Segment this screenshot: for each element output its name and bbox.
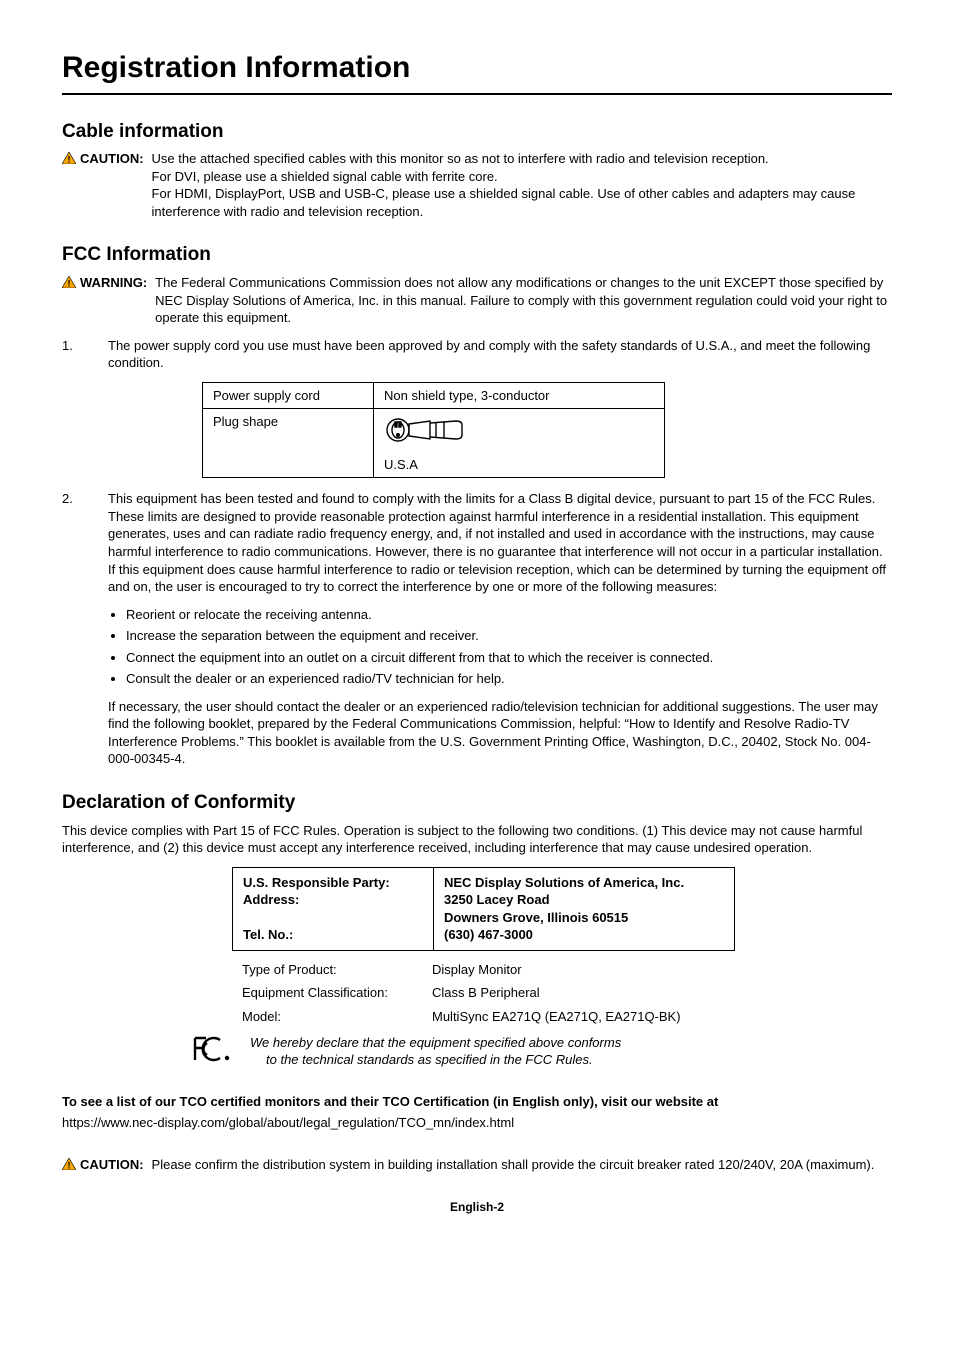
responsible-party-value: NEC Display Solutions of America, Inc. — [444, 874, 724, 892]
table-cell: Power supply cord — [203, 382, 374, 409]
model-value: MultiSync EA271Q (EA271Q, EA271Q-BK) — [432, 1008, 681, 1026]
page-title: Registration Information — [62, 48, 892, 95]
tco-url: https://www.nec-display.com/global/about… — [62, 1114, 892, 1132]
caution-text: Please confirm the distribution system i… — [152, 1156, 892, 1174]
list-number: 1. — [62, 337, 108, 372]
type-of-product-label: Type of Product: — [242, 961, 432, 979]
list-number: 2. — [62, 490, 108, 595]
caution-label: CAUTION: — [80, 150, 144, 168]
caution-text: Use the attached specified cables with t… — [152, 150, 892, 220]
tel-label: Tel. No.: — [243, 926, 423, 944]
table-cell: Non shield type, 3-conductor — [374, 382, 665, 409]
power-cord-table: Power supply cord Non shield type, 3-con… — [202, 382, 665, 479]
type-of-product-value: Display Monitor — [432, 961, 522, 979]
list-item: Connect the equipment into an outlet on … — [126, 649, 892, 667]
fcc-item1-text: The power supply cord you use must have … — [108, 337, 892, 372]
warning-icon: ! — [62, 151, 76, 169]
model-label: Model: — [242, 1008, 432, 1026]
warning-icon: ! — [62, 275, 76, 293]
product-info-block: Type of Product: Display Monitor Equipme… — [242, 961, 892, 1026]
circuit-breaker-caution: ! CAUTION: Please confirm the distributi… — [62, 1156, 892, 1174]
fcc-warning-block: ! WARNING: The Federal Communications Co… — [62, 274, 892, 327]
fcc-numbered-list-2: 2. This equipment has been tested and fo… — [62, 490, 892, 595]
list-item: Reorient or relocate the receiving anten… — [126, 606, 892, 624]
warning-icon: ! — [62, 1157, 76, 1175]
list-item: Increase the separation between the equi… — [126, 627, 892, 645]
warning-text: The Federal Communications Commission do… — [155, 274, 892, 327]
conformity-intro: This device complies with Part 15 of FCC… — [62, 822, 892, 857]
plug-icon — [384, 435, 464, 450]
conformity-table: U.S. Responsible Party: Address: Tel. No… — [232, 867, 735, 951]
list-item: Consult the dealer or an experienced rad… — [126, 670, 892, 688]
plug-country-label: U.S.A — [384, 456, 654, 474]
cable-caution-block: ! CAUTION: Use the attached specified ca… — [62, 150, 892, 220]
svg-text:!: ! — [68, 155, 71, 165]
declaration-row: We hereby declare that the equipment spe… — [192, 1034, 892, 1069]
svg-text:!: ! — [68, 278, 71, 288]
fcc-bullet-list: Reorient or relocate the receiving anten… — [62, 606, 892, 688]
declaration-line2: to the technical standards as specified … — [266, 1051, 621, 1069]
address-label: Address: — [243, 891, 423, 909]
fcc-item2-text: This equipment has been tested and found… — [108, 490, 892, 595]
fcc-heading: FCC Information — [62, 242, 892, 268]
fcc-numbered-list: 1. The power supply cord you use must ha… — [62, 337, 892, 372]
tco-intro-line: To see a list of our TCO certified monit… — [62, 1093, 892, 1111]
responsible-party-label: U.S. Responsible Party: — [243, 874, 423, 892]
fcc-follow-paragraph: If necessary, the user should contact th… — [108, 698, 892, 768]
page-footer: English-2 — [62, 1199, 892, 1215]
fcc-logo-icon — [192, 1034, 234, 1069]
equipment-classification-label: Equipment Classification: — [242, 984, 432, 1002]
table-cell: Plug shape — [203, 409, 374, 478]
caution-label: CAUTION: — [80, 1156, 144, 1174]
conformity-heading: Declaration of Conformity — [62, 790, 892, 816]
cable-heading: Cable information — [62, 119, 892, 145]
tel-value: (630) 467-3000 — [444, 926, 724, 944]
equipment-classification-value: Class B Peripheral — [432, 984, 540, 1002]
svg-text:!: ! — [68, 1160, 71, 1170]
address-value-2: Downers Grove, Illinois 60515 — [444, 909, 724, 927]
address-value-1: 3250 Lacey Road — [444, 891, 724, 909]
warning-label: WARNING: — [80, 274, 147, 292]
declaration-line1: We hereby declare that the equipment spe… — [250, 1034, 621, 1052]
table-cell: U.S.A — [374, 409, 665, 478]
